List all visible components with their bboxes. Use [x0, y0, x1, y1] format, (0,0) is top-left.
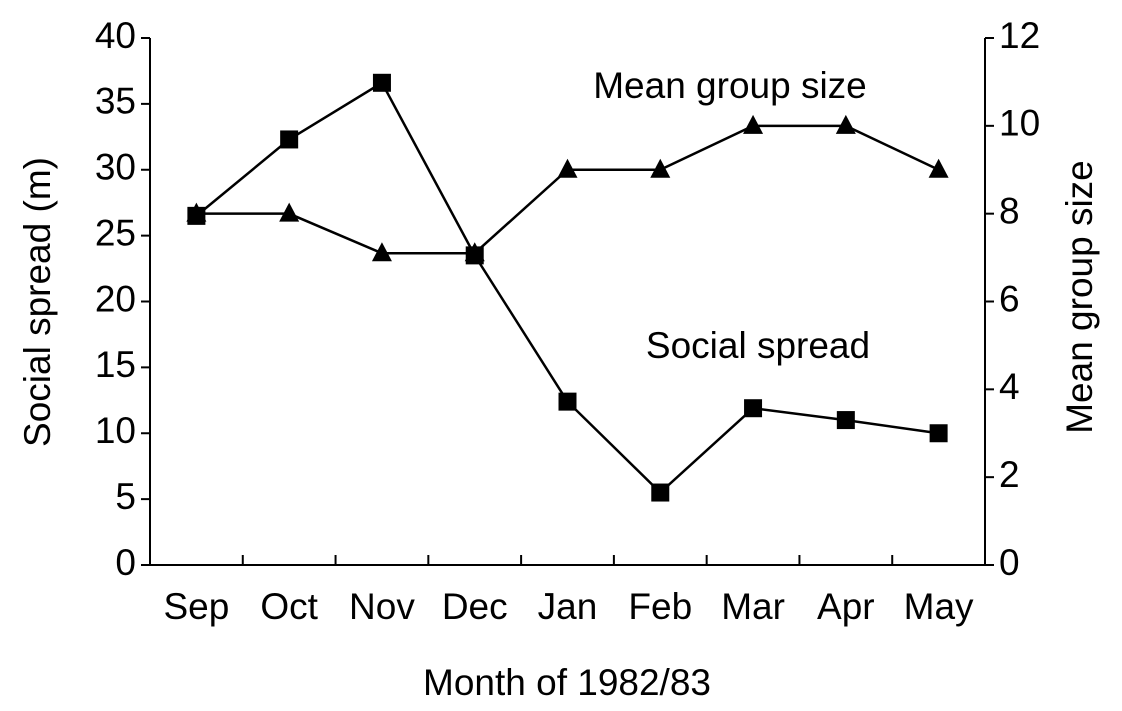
x-tick-label: Feb — [628, 586, 692, 627]
y2-tick-label: 10 — [999, 103, 1040, 144]
triangle-marker — [279, 202, 300, 222]
triangle-marker — [928, 158, 949, 178]
y2-tick-label: 8 — [999, 190, 1020, 231]
x-tick-label: Apr — [817, 586, 875, 627]
y-tick-label: 40 — [95, 15, 136, 56]
x-tick-label: Dec — [442, 586, 508, 627]
square-marker — [929, 424, 948, 443]
series-line — [195, 81, 939, 495]
y-tick-label: 15 — [95, 344, 136, 385]
series-line — [196, 124, 940, 255]
y-tick-label: 20 — [95, 278, 136, 319]
square-marker — [372, 73, 391, 92]
x-tick-label: May — [904, 586, 974, 627]
x-tick-label: Oct — [260, 586, 318, 627]
x-tick-label: Nov — [349, 586, 415, 627]
annotation: Social spread — [646, 325, 870, 366]
triangle-marker — [650, 158, 671, 178]
y2-tick-label: 0 — [999, 542, 1020, 583]
y-tick-label: 25 — [95, 212, 136, 253]
square-marker — [836, 411, 855, 430]
triangle-marker — [464, 242, 485, 262]
x-tick-label: Mar — [721, 586, 785, 627]
axis-frame — [149, 38, 986, 566]
triangle-marker — [743, 114, 764, 134]
x-axis-label: Month of 1982/83 — [423, 662, 711, 703]
triangle-marker — [371, 242, 392, 262]
x-tick-label: Sep — [163, 586, 229, 627]
y-tick-label: 35 — [95, 81, 136, 122]
triangle-marker — [835, 114, 856, 134]
square-marker — [558, 392, 577, 411]
annotation: Mean group size — [593, 65, 867, 106]
x-tick-label: Jan — [538, 586, 598, 627]
square-marker — [744, 399, 763, 418]
y2-tick-label: 6 — [999, 278, 1020, 319]
y2-tick-label: 4 — [999, 366, 1020, 407]
y-tick-label: 30 — [95, 147, 136, 188]
y-axis-label: Social spread (m) — [17, 157, 58, 447]
y2-axis-label: Mean group size — [1059, 160, 1100, 434]
y-tick-label: 0 — [115, 542, 136, 583]
triangle-marker — [186, 202, 207, 222]
y-tick-label: 5 — [115, 476, 136, 517]
square-marker — [280, 130, 299, 149]
y-tick-label: 10 — [95, 410, 136, 451]
y2-tick-label: 12 — [999, 15, 1040, 56]
y2-tick-label: 2 — [999, 454, 1020, 495]
triangle-marker — [557, 158, 578, 178]
square-marker — [651, 483, 670, 502]
